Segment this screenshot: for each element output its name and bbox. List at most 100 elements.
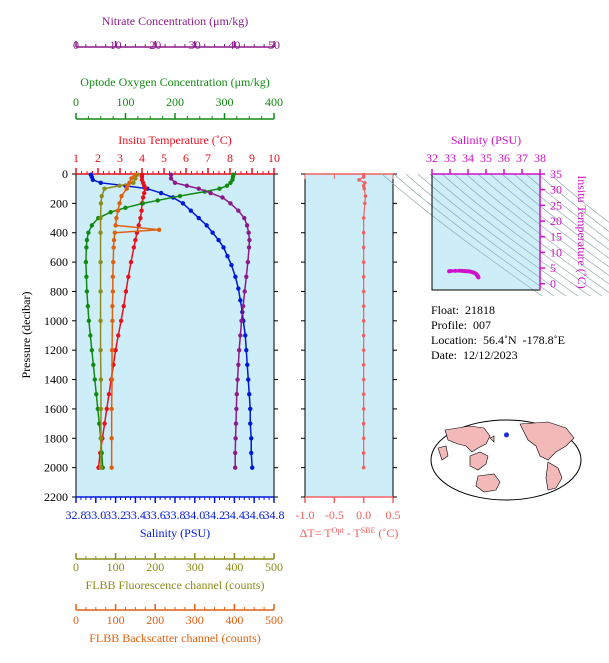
nitrate-point xyxy=(242,215,247,221)
ts-x-axis-title: Salinity (PSU) xyxy=(451,133,521,147)
delta-point xyxy=(361,451,366,455)
delta-point xyxy=(361,377,366,382)
oxygen-point xyxy=(86,230,91,235)
oxygen-point xyxy=(84,237,90,243)
temperature-point xyxy=(133,237,138,243)
delta-point xyxy=(361,289,366,294)
oxygen-point xyxy=(84,274,89,279)
map-landmass xyxy=(489,435,495,443)
temperature-point xyxy=(140,195,146,200)
ts-density-contours xyxy=(381,173,609,297)
salinity-point xyxy=(98,180,103,186)
temperature-point xyxy=(118,318,124,324)
salinity-point xyxy=(238,298,243,303)
ts-contour xyxy=(525,173,609,241)
salinity-tick-label: 34.8 xyxy=(264,508,285,522)
ts-y-axis-title: Insitu Temperature (˚C) xyxy=(575,175,589,289)
ts-point xyxy=(476,275,481,280)
temperature-point xyxy=(102,421,107,426)
oxygen-point xyxy=(84,245,89,250)
nitrate-tick-label: 10 xyxy=(110,38,122,52)
temperature-tick-label: 9 xyxy=(249,151,255,165)
y-tick-label: 600 xyxy=(50,255,68,269)
fluorescence-point xyxy=(98,201,104,206)
delta-point xyxy=(363,194,368,198)
oxygen-tick-label: 100 xyxy=(117,95,135,109)
salinity-point xyxy=(249,436,254,441)
salinity-tick-label: 34.2 xyxy=(204,508,225,522)
backscatter-point xyxy=(110,303,115,309)
delta-tick-label: 0.5 xyxy=(386,508,401,522)
date: Date: 12/12/2023 xyxy=(431,348,518,362)
backscatter-point xyxy=(109,347,115,353)
backscatter-point xyxy=(124,186,129,191)
fluorescence-tick-label: 200 xyxy=(146,560,164,574)
salinity-tick-label: 33.0 xyxy=(85,508,106,522)
backscatter-tick-label: 200 xyxy=(146,613,164,627)
backscatter-tick-label: 300 xyxy=(186,613,204,627)
oxygen-tick-label: 300 xyxy=(216,95,234,109)
fluorescence-tick-label: 0 xyxy=(73,560,79,574)
ts-x-tick-label: 34 xyxy=(462,151,474,165)
oxygen-point xyxy=(140,201,146,206)
fluorescence-point xyxy=(102,186,107,191)
nitrate-point xyxy=(208,190,213,196)
ts-y-tick-label: 0 xyxy=(550,277,556,291)
salinity-tick-label: 33.8 xyxy=(165,508,186,522)
y-tick-label: 1800 xyxy=(44,431,68,445)
fluorescence-tick-label: 500 xyxy=(265,560,283,574)
temperature-tick-label: 2 xyxy=(95,151,101,165)
oxygen-point xyxy=(89,223,95,228)
oxygen-point xyxy=(155,198,160,203)
salinity-tick-label: 32.8 xyxy=(66,508,87,522)
ts-x-tick-label: 38 xyxy=(534,151,546,165)
salinity-point xyxy=(250,465,255,470)
oxygen-tick-label: 0 xyxy=(73,95,79,109)
fluorescence-point xyxy=(131,180,136,186)
map-landmass xyxy=(469,451,489,471)
oxygen-point xyxy=(95,406,100,412)
nitrate-point xyxy=(184,183,190,188)
delta-point xyxy=(361,436,366,441)
nitrate-point xyxy=(240,303,246,309)
ts-contour xyxy=(453,173,609,293)
temperature-point xyxy=(113,347,118,353)
map-landmass xyxy=(475,473,501,493)
ts-contour xyxy=(381,173,543,297)
salinity-point xyxy=(158,190,164,196)
salinity-point xyxy=(221,245,226,250)
salinity-point xyxy=(180,201,186,206)
salinity-tick-label: 33.6 xyxy=(145,508,166,522)
delta-point xyxy=(361,333,366,338)
ts-y-tick-label: 20 xyxy=(550,214,562,228)
ts-x-tick-label: 33 xyxy=(444,151,456,165)
temperature-point xyxy=(139,208,144,213)
y-tick-label: 2000 xyxy=(44,461,68,475)
fluorescence-point xyxy=(98,347,103,353)
temperature-point xyxy=(138,215,143,221)
nitrate-point xyxy=(228,201,233,206)
backscatter-point xyxy=(132,172,137,177)
salinity-point xyxy=(229,262,234,268)
nitrate-point xyxy=(246,230,251,235)
fluorescence-tick-label: 400 xyxy=(225,560,243,574)
oxygen-point xyxy=(84,289,90,294)
oxygen-point xyxy=(123,205,128,210)
backscatter-point xyxy=(110,274,116,279)
nitrate-tick-label: 50 xyxy=(268,38,280,52)
salinity-point xyxy=(247,392,252,397)
nitrate-point xyxy=(238,333,243,338)
nitrate-point xyxy=(236,347,242,353)
y-tick-label: 0 xyxy=(62,167,68,181)
nitrate-point xyxy=(172,180,178,186)
ts-contour xyxy=(477,173,609,276)
map-landmass xyxy=(519,421,575,461)
nitrate-point xyxy=(236,208,241,213)
backscatter-axis-title: FLBB Backscatter channel (counts) xyxy=(89,631,261,645)
ts-contour xyxy=(441,173,603,297)
delta-point xyxy=(361,260,366,264)
y-tick-label: 1400 xyxy=(44,373,68,387)
delta-point xyxy=(361,230,366,235)
fluorescence-point xyxy=(98,436,104,441)
oxygen-point xyxy=(224,183,230,188)
